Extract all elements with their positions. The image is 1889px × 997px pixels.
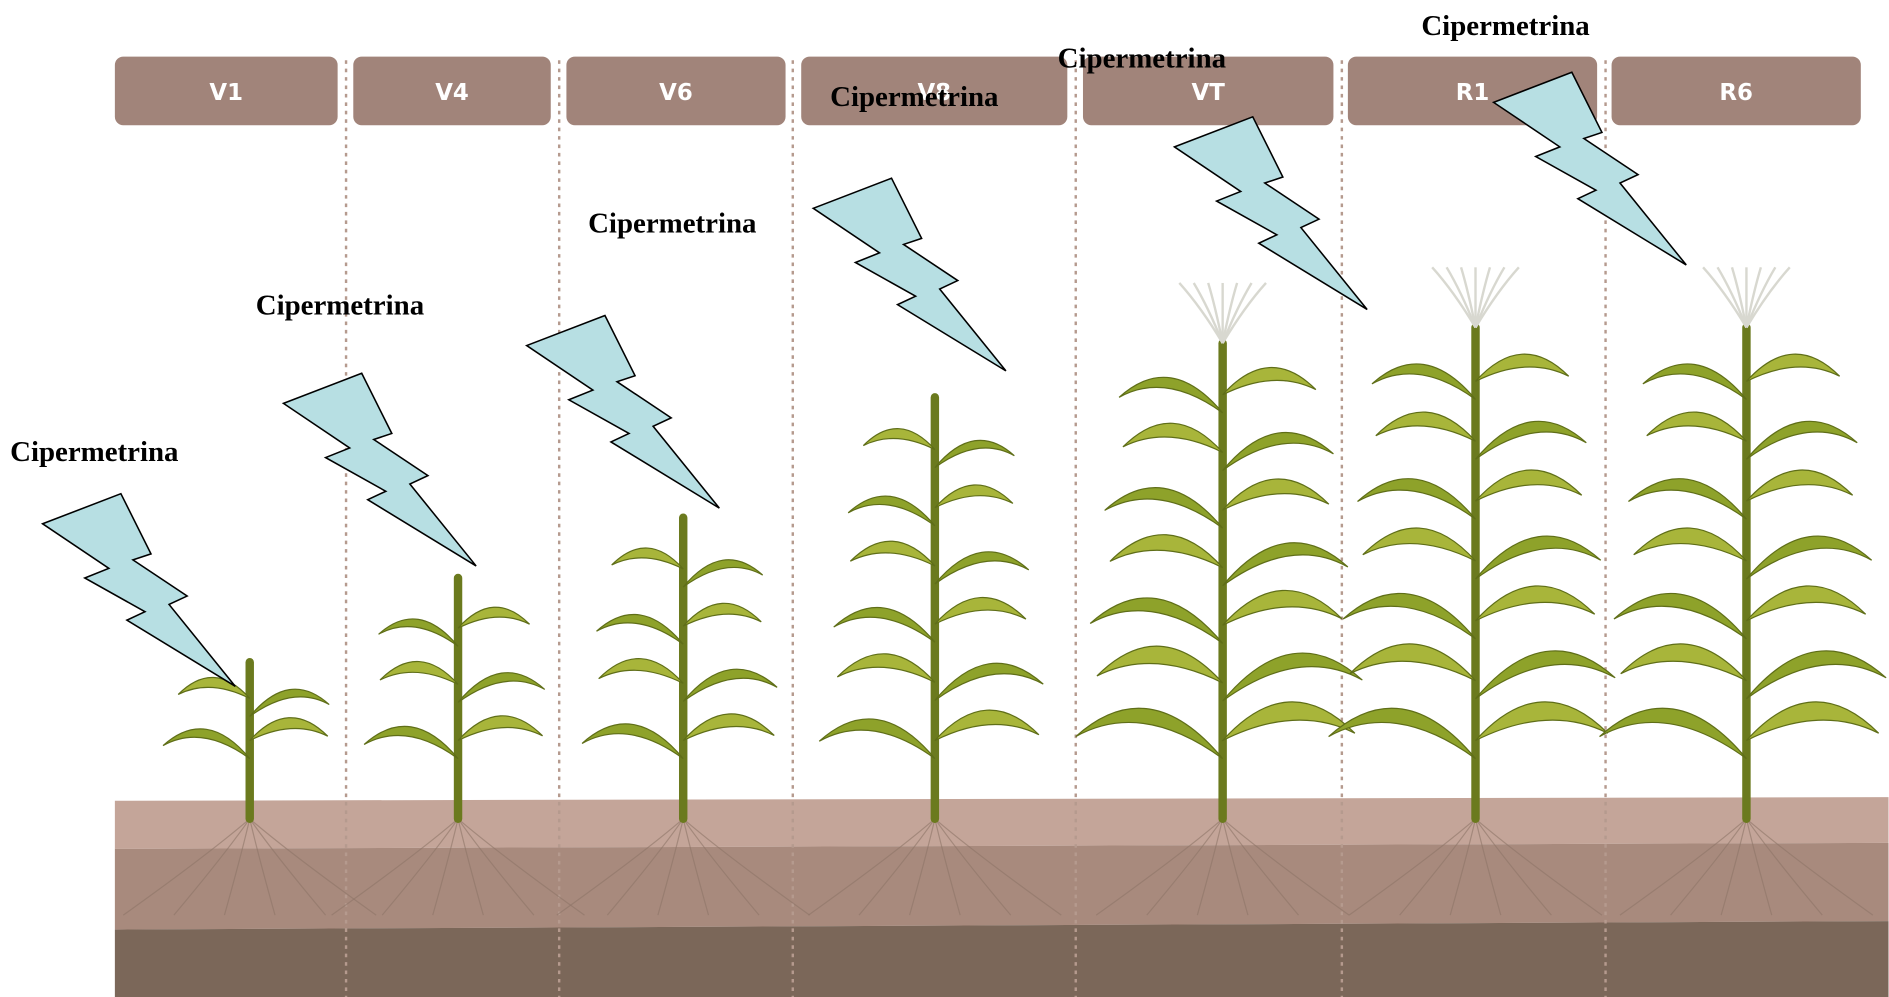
leaf bbox=[935, 663, 1043, 700]
stage-label: R1 bbox=[1456, 80, 1490, 106]
leaf bbox=[848, 496, 935, 526]
leaf bbox=[1746, 354, 1839, 381]
leaf bbox=[178, 677, 250, 698]
page: V1V4V6V8VTR1R6 CipermetrinaCipermetrinaC… bbox=[0, 0, 1889, 997]
leaf bbox=[250, 718, 328, 741]
leaf bbox=[1223, 432, 1334, 470]
leaf bbox=[1746, 470, 1852, 501]
leaf bbox=[1123, 423, 1223, 452]
leaf bbox=[935, 485, 1013, 508]
leaf bbox=[1363, 528, 1476, 561]
leaf bbox=[683, 603, 761, 626]
leaf bbox=[1372, 364, 1476, 400]
diagram: V1V4V6V8VTR1R6 CipermetrinaCipermetrinaC… bbox=[0, 0, 1889, 997]
leaf bbox=[582, 724, 683, 759]
leaf bbox=[1097, 646, 1223, 683]
leaf bbox=[935, 552, 1029, 584]
leaf bbox=[458, 607, 530, 628]
soil bbox=[115, 797, 1889, 997]
leaf bbox=[1476, 586, 1595, 621]
tassel bbox=[1447, 267, 1476, 327]
leaf bbox=[850, 541, 935, 566]
application-label: Cipermetrina bbox=[10, 436, 178, 468]
leaf bbox=[1621, 644, 1747, 681]
stage-label: R6 bbox=[1719, 80, 1753, 106]
leaf bbox=[1634, 528, 1747, 561]
lightning-bolt bbox=[527, 315, 720, 508]
leaf bbox=[1746, 702, 1878, 741]
leaf bbox=[250, 689, 329, 716]
leaf bbox=[819, 719, 935, 759]
leaf bbox=[1476, 651, 1616, 699]
leaf bbox=[683, 714, 774, 741]
lightning-bolt bbox=[283, 373, 476, 566]
application-label: Cipermetrina bbox=[1058, 42, 1226, 74]
leaf bbox=[837, 654, 935, 683]
leaf bbox=[683, 560, 762, 587]
leaf bbox=[1223, 543, 1348, 586]
leaf bbox=[1223, 368, 1316, 395]
leaf bbox=[1628, 479, 1746, 519]
leaf bbox=[1614, 593, 1746, 638]
leaf bbox=[1600, 708, 1747, 758]
leaf bbox=[1110, 535, 1223, 568]
leaf bbox=[1343, 593, 1475, 638]
leaf bbox=[1090, 598, 1222, 643]
leaf bbox=[458, 673, 545, 703]
leaf bbox=[599, 659, 684, 684]
leaf bbox=[1105, 488, 1223, 528]
leaf bbox=[935, 598, 1026, 625]
leaf bbox=[379, 619, 458, 646]
lightning-bolt bbox=[813, 178, 1006, 371]
leaf bbox=[1746, 651, 1886, 699]
leaf bbox=[1476, 702, 1608, 741]
leaf bbox=[612, 548, 684, 569]
leaf bbox=[1746, 421, 1857, 459]
leaf bbox=[1329, 708, 1476, 758]
leaf bbox=[163, 729, 250, 759]
leaf bbox=[380, 662, 458, 685]
leaf bbox=[1476, 421, 1587, 459]
leaf bbox=[1746, 586, 1865, 621]
leaf bbox=[1476, 470, 1582, 501]
leaf bbox=[1358, 479, 1476, 519]
stage-label: V4 bbox=[435, 80, 469, 106]
leaf bbox=[1476, 536, 1601, 579]
lightning-bolt bbox=[43, 494, 236, 687]
leaf bbox=[1746, 536, 1871, 579]
leaf bbox=[1119, 377, 1223, 413]
stage-label: VT bbox=[1192, 80, 1226, 106]
leaf bbox=[1223, 479, 1329, 510]
leaf bbox=[364, 726, 458, 758]
tassel bbox=[1718, 267, 1747, 327]
leaf bbox=[935, 440, 1014, 467]
leaf bbox=[935, 710, 1039, 740]
leaf bbox=[834, 608, 935, 643]
leaf bbox=[458, 716, 543, 741]
leaf bbox=[1350, 644, 1476, 681]
leaf bbox=[1223, 702, 1355, 741]
application-label: Cipermetrina bbox=[256, 289, 424, 321]
leaf bbox=[1223, 590, 1342, 625]
application-label: Cipermetrina bbox=[830, 81, 998, 113]
leaf bbox=[1476, 354, 1569, 381]
tassel bbox=[1194, 283, 1223, 343]
stage-label: V6 bbox=[659, 80, 693, 106]
application-label: Cipermetrina bbox=[588, 207, 756, 239]
leaf bbox=[1643, 364, 1747, 400]
stage-label: V1 bbox=[209, 80, 243, 106]
leaf bbox=[863, 429, 935, 450]
leaf bbox=[1076, 708, 1223, 758]
leaf bbox=[1376, 412, 1476, 441]
leaf bbox=[683, 669, 777, 701]
application-label: Cipermetrina bbox=[1421, 10, 1589, 42]
lightning-bolt bbox=[1174, 117, 1367, 310]
leaf bbox=[1647, 412, 1747, 441]
leaf bbox=[597, 614, 684, 644]
